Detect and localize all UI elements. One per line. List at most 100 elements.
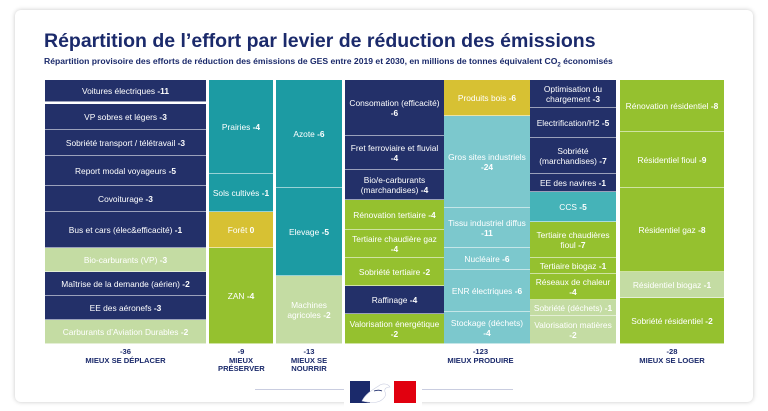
treemap-cell-value: -4 [252, 121, 261, 132]
treemap-cell-name: Bio-carburants (VP) [83, 254, 160, 265]
treemap-cell-label: EE des aéronefs -3 [90, 303, 162, 313]
treemap-cell-label: Electrification/H2 -5 [537, 118, 610, 128]
treemap-cell-tertiaire-biogaz: Tertiaire biogaz -1 [530, 258, 616, 274]
group-total-mieux-produire: -123 MIEUX PRODUIRE [345, 347, 616, 365]
treemap-cell-value: -5 [321, 226, 330, 237]
treemap-cell-label: Résidentiel biogaz -1 [633, 280, 711, 290]
treemap-cell-value: -6 [514, 285, 523, 296]
treemap-cell-name: Raffinage [371, 294, 410, 305]
treemap-cell-value: -3 [153, 302, 162, 313]
treemap-cell-name: Sobriété transport / télétravail [65, 137, 178, 148]
treemap-cell-value: -11 [481, 227, 493, 238]
treemap-cell-label: Réseaux de chaleur -4 [533, 277, 613, 297]
treemap-cell-name: Tertiaire chaudières fioul [536, 229, 610, 250]
group-total-mieux-se-deplacer: -36 MIEUX SE DÉPLACER [45, 347, 206, 365]
treemap-cell-label: Sobriété (marchandises) -7 [533, 146, 613, 166]
treemap-cell-consomation-efficacite: Consomation (efficacité) -6 [345, 80, 444, 136]
treemap-cell-value: -2 [182, 278, 190, 289]
treemap-cell-ccs: CCS -5 [530, 192, 616, 222]
treemap-cell-value: -4 [483, 327, 491, 338]
treemap-cell-name: Rénovation résidentiel [625, 100, 711, 111]
treemap-cell-value: -1 [604, 302, 613, 313]
treemap-cell-label: Valorisation énergétique -2 [348, 319, 441, 339]
treemap-cell-name: Produits bois [457, 92, 509, 103]
treemap-cell-value: -24 [480, 161, 494, 172]
treemap-cell-name: EE des navires [539, 177, 599, 188]
treemap-cell-bus-et-cars-elec-efficacite: Bus et cars (élec&efficacité) -1 [45, 212, 206, 248]
treemap-cell-ee-des-navires: EE des navires -1 [530, 174, 616, 192]
treemap-cell-name: Sobriété tertiaire [358, 266, 423, 277]
treemap-cell-name: Tissu industriel diffus [448, 217, 526, 228]
group-name: MIEUX PRODUIRE [447, 355, 514, 365]
treemap-cell-fret-ferroviaire-et-fluvial: Fret ferroviaire et fluvial -4 [345, 136, 444, 170]
treemap-cell-value: -6 [317, 128, 325, 139]
treemap-cell-value: -4 [409, 294, 418, 305]
treemap-cell-value: -1 [261, 187, 270, 198]
treemap-cell-sobriete-tertiaire: Sobriété tertiaire -2 [345, 258, 444, 286]
treemap-cell-name: ENR électriques [451, 285, 515, 296]
treemap-cell-bio-e-carburants-marchandises: Bio/e-carburants (marchandises) -4 [345, 170, 444, 200]
treemap-cell-value: -7 [599, 155, 607, 166]
treemap-cell-name: Résidentiel fioul [637, 154, 699, 165]
treemap-cell-name: Sobriété (marchandises) [539, 145, 600, 166]
treemap-cell-report-modal-voyageurs: Report modal voyageurs -5 [45, 156, 206, 186]
treemap-cell-label: Sobriété transport / télétravail -3 [66, 138, 185, 148]
treemap-cell-name: Maîtrise de la demande (aérien) [61, 278, 183, 289]
treemap-cell-name: Prairies [221, 121, 253, 132]
treemap-cell-name: Forêt [227, 224, 250, 235]
treemap-cell-azote: Azote -6 [276, 80, 342, 188]
treemap-cell-name: Voitures électriques [81, 85, 158, 96]
treemap-cell-value: -3 [159, 254, 168, 265]
treemap-cell-label: Nucléaire -6 [464, 254, 509, 264]
treemap-cell-ee-des-aeronefs: EE des aéronefs -3 [45, 296, 206, 320]
treemap-cell-label: Sols cultivés -1 [213, 188, 269, 198]
treemap-cell-name: Sobriété résidentiel [631, 315, 706, 326]
treemap-cell-value: -1 [703, 279, 712, 290]
treemap-cell-value: -2 [569, 329, 577, 340]
treemap-cell-bio-carburants-vp: Bio-carburants (VP) -3 [45, 248, 206, 272]
treemap-cell-label: Tissu industriel diffus -11 [447, 218, 527, 238]
chart-title: Répartition de l’effort par levier de ré… [44, 30, 596, 52]
treemap-cell-name: EE des aéronefs [89, 302, 154, 313]
treemap-cell-name: Résidentiel gaz [638, 224, 699, 235]
treemap-cell-gros-sites-industriels: Gros sites industriels -24 [444, 116, 530, 208]
treemap-cell-value: -3 [177, 137, 186, 148]
treemap-cell-label: Tertiaire chaudière gaz -4 [348, 234, 441, 254]
treemap-cell-valorisation-energetique: Valorisation énergétique -2 [345, 314, 444, 344]
treemap-cell-value: -11 [157, 85, 170, 96]
treemap-cell-label: Prairies -4 [222, 122, 260, 132]
treemap-cell-value: -1 [174, 224, 183, 235]
treemap-cell-name: Tertiaire biogaz [539, 260, 599, 271]
treemap-cell-value: -2 [705, 315, 713, 326]
group-total-mieux-preserver: -9 MIEUX PRÉSERVER [209, 347, 273, 374]
treemap-cell-name: Valorisation énergétique [349, 318, 440, 329]
treemap-cell-residentiel-biogaz: Résidentiel biogaz -1 [620, 272, 724, 298]
treemap-cell-name: VP sobres et légers [84, 111, 160, 122]
treemap-cell-value: -2 [323, 309, 331, 320]
treemap-cell-sobriete-residentiel: Sobriété résidentiel -2 [620, 298, 724, 344]
treemap-cell-label: CCS -5 [559, 202, 586, 212]
treemap-cell-label: ENR électriques -6 [452, 286, 522, 296]
treemap-cell-label: Azote -6 [293, 129, 324, 139]
treemap-cell-raffinage: Raffinage -4 [345, 286, 444, 314]
treemap-cell-name: Sols cultivés [212, 187, 262, 198]
treemap-cell-label: VP sobres et légers -3 [84, 112, 167, 122]
treemap-cell-electrification-h2: Electrification/H2 -5 [530, 108, 616, 138]
treemap-cell-value: -8 [710, 100, 719, 111]
treemap-cell-foret: Forêt 0 [209, 212, 273, 248]
treemap-cell-zan: ZAN -4 [209, 248, 273, 344]
treemap-cell-machines-agricoles: Machines agricoles -2 [276, 276, 342, 344]
treemap-cell-label: Elevage -5 [289, 227, 329, 237]
treemap-cell-label: Rénovation résidentiel -8 [626, 101, 719, 111]
treemap-cell-label: Carburants d’Aviation Durables -2 [63, 327, 189, 337]
marianne-logo-icon [344, 375, 422, 407]
treemap-cell-name: Résidentiel biogaz [632, 279, 704, 290]
treemap-cell-prairies: Prairies -4 [209, 80, 273, 174]
treemap-cell-name: Bus et cars (élec&efficacité) [68, 224, 175, 235]
group-total-mieux-se-nourrir: -13 MIEUX SE NOURRIR [276, 347, 342, 374]
treemap-cell-label: Résidentiel fioul -9 [638, 155, 707, 165]
group-name: MIEUX PRÉSERVER [218, 355, 265, 374]
treemap-cell-name: Azote [293, 128, 318, 139]
treemap-cell-value: -8 [698, 224, 706, 235]
treemap-cell-value: -9 [699, 154, 707, 165]
